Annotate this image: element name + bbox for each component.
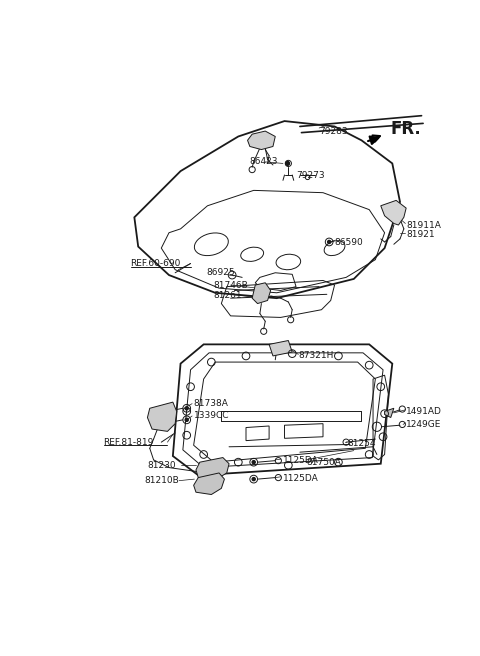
- Text: 1339CC: 1339CC: [193, 411, 229, 420]
- Text: 79273: 79273: [296, 171, 324, 180]
- Polygon shape: [381, 200, 406, 225]
- Text: 79283: 79283: [319, 127, 348, 136]
- Text: 81921: 81921: [406, 230, 435, 239]
- Polygon shape: [248, 131, 275, 150]
- Text: 87321H: 87321H: [299, 352, 334, 360]
- Text: 86423: 86423: [250, 157, 278, 167]
- Text: 1125DA: 1125DA: [283, 474, 319, 483]
- Text: 81750A: 81750A: [306, 458, 341, 466]
- Text: 81261: 81261: [214, 291, 242, 300]
- Polygon shape: [252, 283, 271, 304]
- Circle shape: [286, 161, 289, 165]
- Text: 1491AD: 1491AD: [406, 407, 442, 416]
- Polygon shape: [384, 408, 394, 417]
- Text: 86590: 86590: [335, 238, 363, 247]
- Polygon shape: [147, 402, 177, 432]
- Text: 81254: 81254: [348, 440, 376, 448]
- Polygon shape: [193, 473, 225, 495]
- Circle shape: [252, 478, 255, 481]
- Text: 81738A: 81738A: [193, 399, 228, 408]
- Text: 86925: 86925: [206, 268, 235, 277]
- Circle shape: [328, 240, 331, 243]
- Circle shape: [252, 461, 255, 464]
- Text: 81230: 81230: [147, 461, 176, 470]
- Text: 81210B: 81210B: [144, 476, 179, 485]
- Circle shape: [185, 407, 188, 410]
- Circle shape: [185, 419, 188, 421]
- Text: FR.: FR.: [391, 120, 421, 138]
- Polygon shape: [269, 340, 292, 356]
- Text: 1249GE: 1249GE: [406, 420, 442, 429]
- Text: 81911A: 81911A: [406, 220, 441, 230]
- Text: REF.60-690: REF.60-690: [131, 259, 181, 268]
- Text: 1125DA: 1125DA: [283, 456, 319, 465]
- Text: REF.81-819: REF.81-819: [104, 438, 154, 447]
- Text: 81746B: 81746B: [214, 281, 249, 289]
- Polygon shape: [196, 458, 229, 479]
